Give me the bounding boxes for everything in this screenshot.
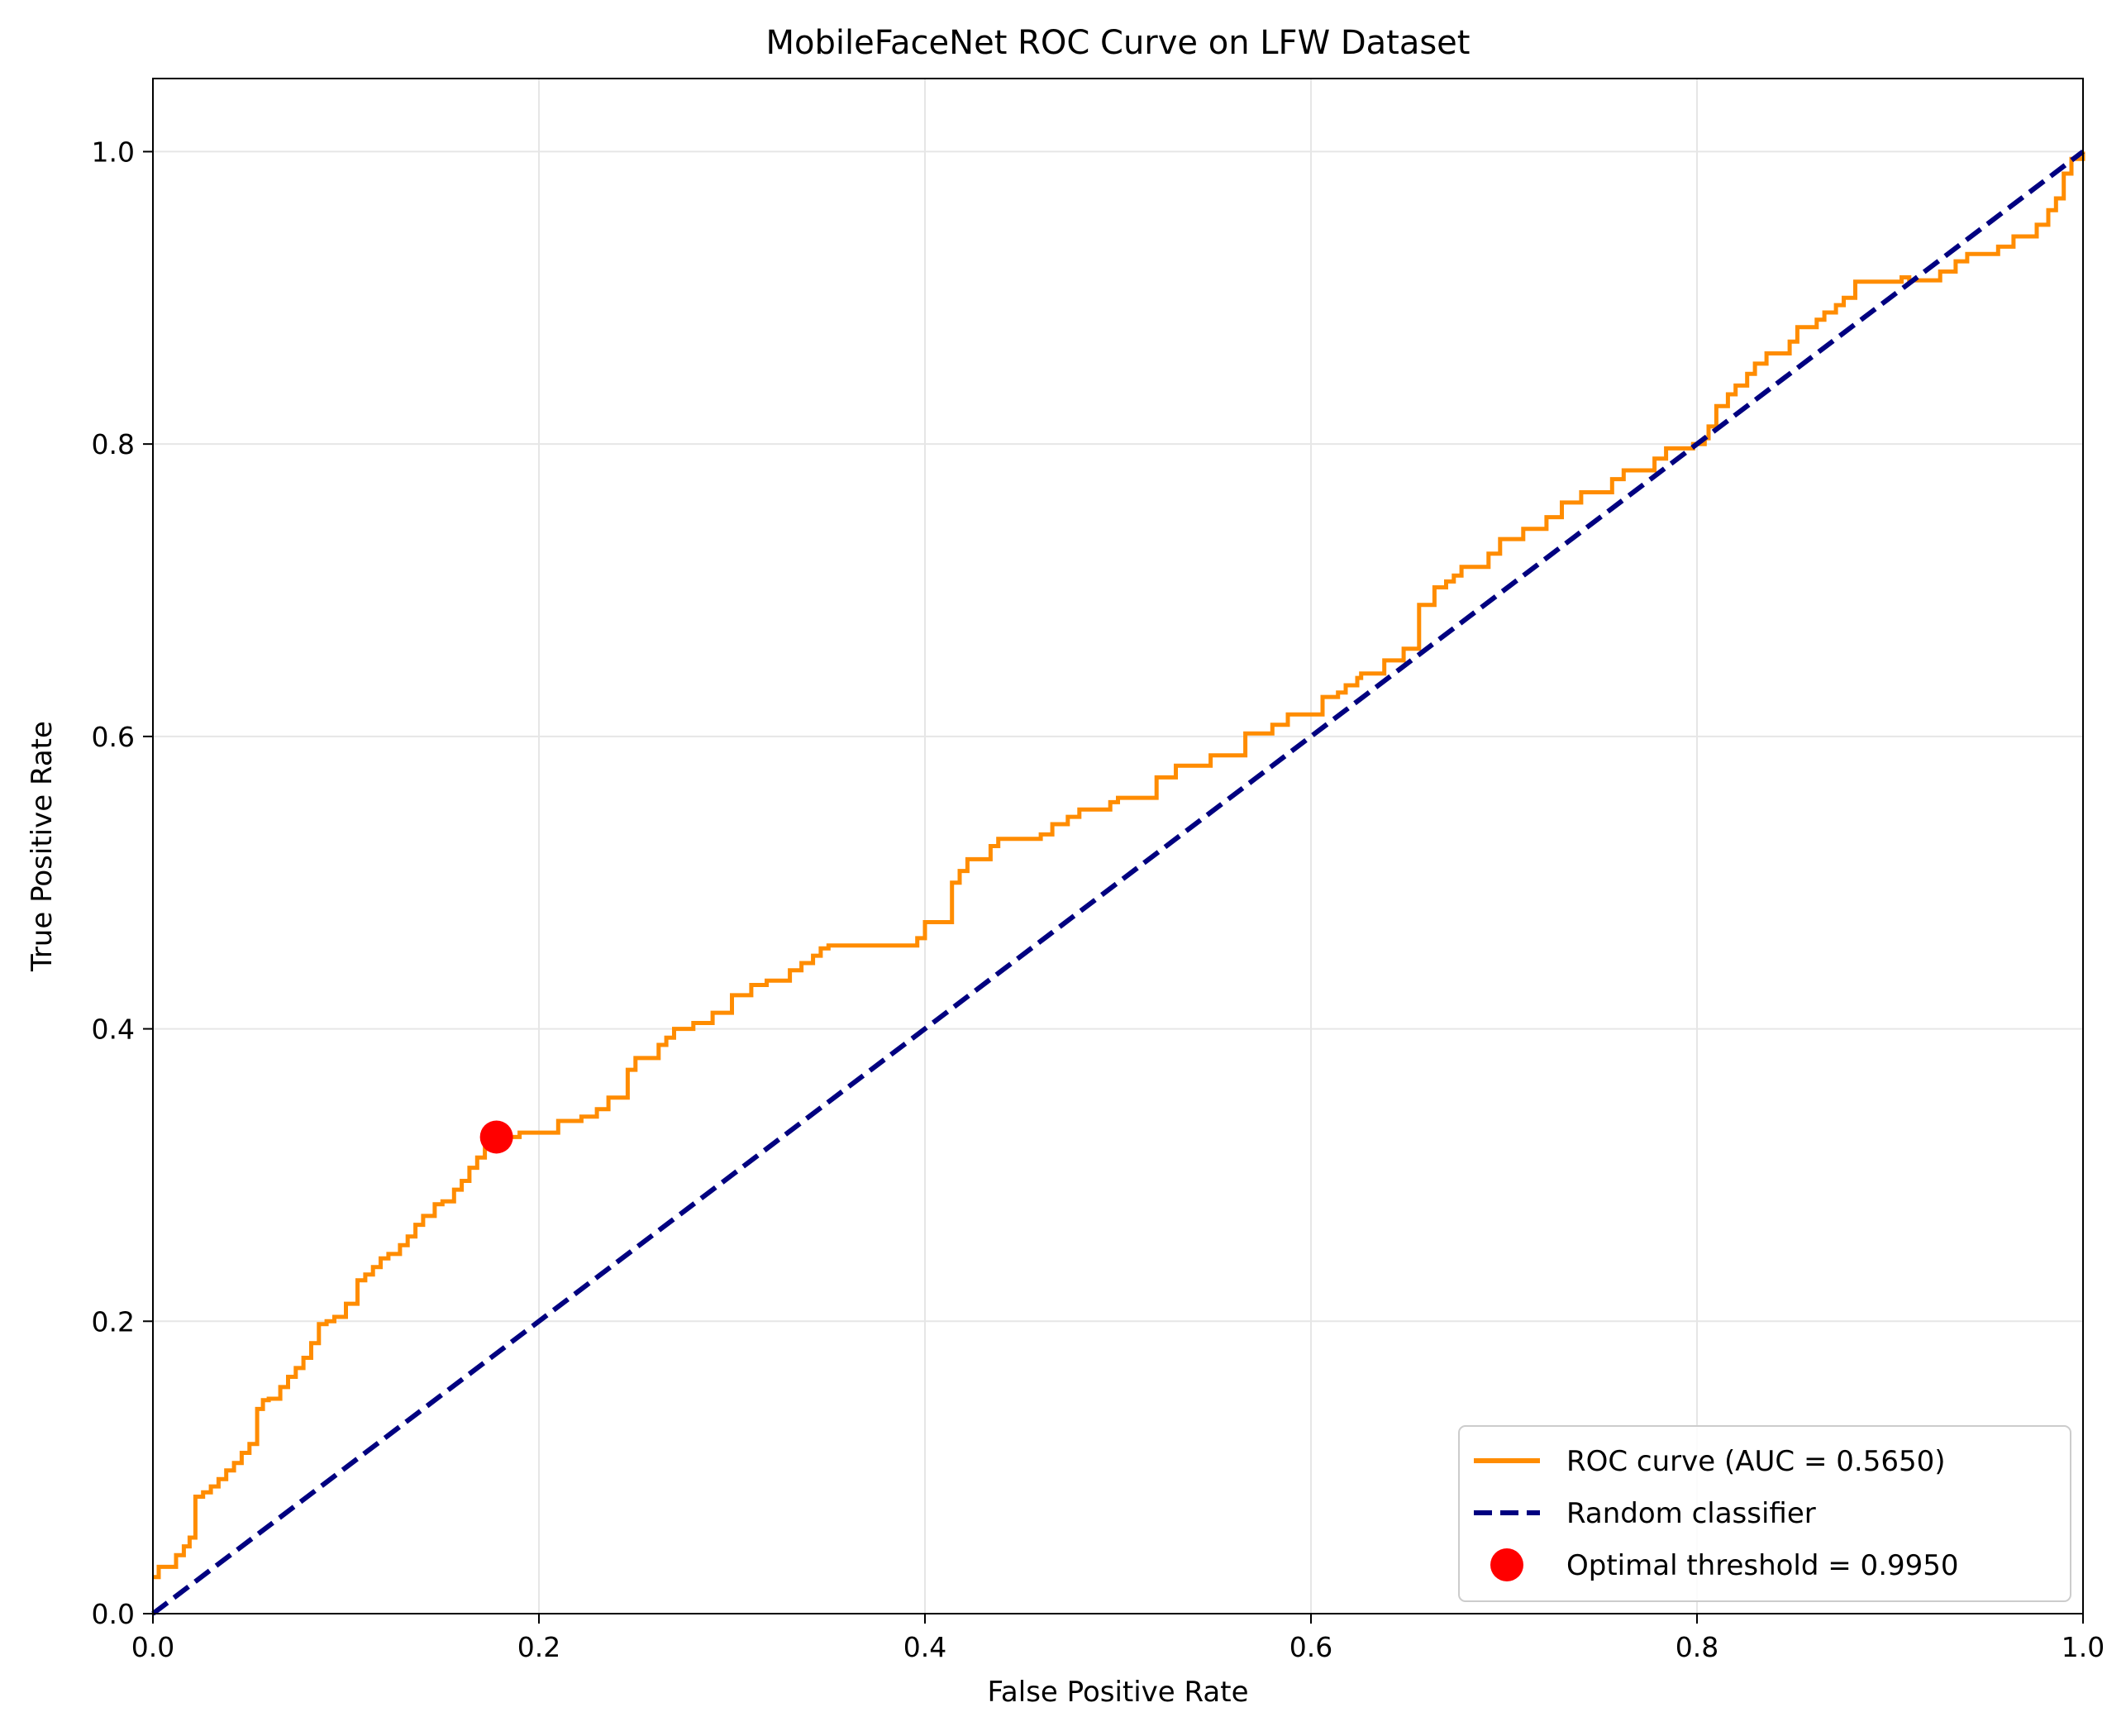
legend-threshold-swatch [1490,1548,1523,1581]
chart-title: MobileFaceNet ROC Curve on LFW Dataset [766,24,1471,62]
x-tick-label: 0.0 [131,1631,174,1663]
y-tick-label: 0.6 [92,721,135,753]
y-tick-label: 1.0 [92,136,135,168]
plot-series [151,150,2085,1616]
legend: ROC curve (AUC = 0.5650) Random classifie… [1458,1425,2071,1602]
x-tick-label: 0.6 [1289,1631,1332,1663]
x-tick-label: 1.0 [2062,1631,2105,1663]
legend-label: Random classifier [1566,1497,1816,1530]
roc-curve-line [153,151,2085,1580]
y-tick-label: 0.8 [92,428,135,460]
legend-label: ROC curve (AUC = 0.5650) [1566,1445,1946,1478]
grid [152,79,2084,1614]
y-tick-label: 0.4 [92,1013,135,1046]
x-tick-label: 0.8 [1676,1631,1718,1663]
optimal-threshold-point [479,1120,513,1154]
legend-box [1458,1425,2071,1602]
y-tick-label: 0.0 [92,1598,135,1630]
x-tick-label: 0.2 [517,1631,560,1663]
y-tick-label: 0.2 [92,1305,135,1338]
plot-frame [152,78,2084,1614]
legend-label: Optimal threshold = 0.9950 [1566,1549,1959,1582]
y-axis-title: True Positive Rate [26,721,59,972]
x-axis-title: False Positive Rate [988,1676,1249,1709]
x-tick-label: 0.4 [903,1631,946,1663]
random-classifier-line [151,150,2085,1616]
axis-ticks: 0.0 0.2 0.4 0.6 0.8 1.0 0.0 0.2 0.4 0.6 0.8 1.0 [92,136,2105,1663]
